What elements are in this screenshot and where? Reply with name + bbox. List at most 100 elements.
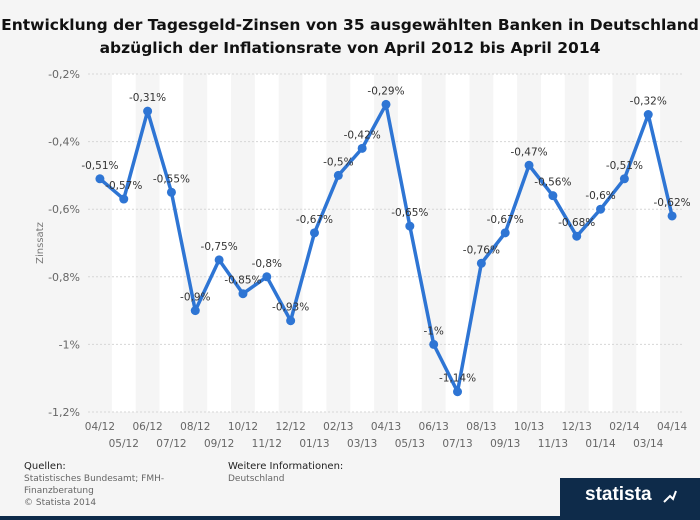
data-label: -0,85% [224, 275, 261, 287]
chart-title-line-1: Entwicklung der Tagesgeld-Zinsen von 35 … [1, 16, 699, 34]
data-label: -0,5% [323, 156, 353, 168]
y-axis-label: Zinssatz [35, 222, 46, 264]
sources-block: Quellen: Statistisches Bundesamt; FMH-Fi… [24, 460, 224, 509]
brand-bar [560, 478, 700, 520]
chart-title-line-2: abzüglich der Inflationsrate von April 2… [99, 39, 601, 57]
line-chart: -0,2% -0,4% -0,6% -0,8% -1% -1,2% Zinssatz 04/1… [35, 68, 691, 450]
statista-logo[interactable]: statista [585, 484, 652, 505]
data-label: -0,8% [252, 258, 282, 270]
data-point [262, 272, 272, 282]
data-point [453, 387, 463, 397]
x-tick-label: 01/13 [299, 438, 329, 450]
y-tick-label: -1,2% [48, 406, 80, 419]
data-point [524, 160, 534, 170]
data-label: -0,32% [630, 96, 667, 108]
background-band [302, 74, 327, 412]
data-label: -0,67% [487, 214, 524, 226]
x-tick-label: 03/13 [347, 438, 377, 450]
chart-title: Entwicklung der Tagesgeld-Zinsen von 35 … [0, 14, 700, 60]
x-tick-label: 09/13 [490, 438, 520, 450]
data-point [119, 194, 129, 204]
data-point [333, 170, 343, 180]
sources-heading: Quellen: [24, 461, 66, 472]
data-point [500, 228, 510, 238]
y-tick-label: -0,2% [48, 68, 80, 81]
x-tick-label: 06/12 [132, 421, 162, 433]
bottom-bar [0, 516, 700, 520]
x-tick-label: 07/13 [442, 438, 472, 450]
data-label: -0,65% [391, 207, 428, 219]
data-point [238, 289, 248, 299]
x-tick-label: 04/13 [371, 421, 401, 433]
data-label: -0,6% [585, 190, 615, 202]
background-band [540, 74, 565, 412]
data-label: -0,93% [272, 302, 309, 314]
data-point [429, 339, 439, 349]
x-tick-label: 03/14 [633, 438, 664, 450]
data-point [476, 258, 486, 268]
statista-logo-icon [663, 490, 677, 503]
background-band [111, 74, 136, 412]
x-tick-label: 10/12 [228, 421, 258, 433]
data-label: -0,68% [558, 217, 595, 229]
data-label: -0,42% [344, 129, 381, 141]
data-label: -0,31% [129, 92, 166, 104]
data-label: -1,14% [439, 373, 476, 385]
data-point [166, 187, 176, 197]
data-label: -0,47% [510, 146, 547, 158]
data-label: -0,56% [534, 177, 571, 189]
background-band [254, 74, 279, 412]
x-tick-label: 01/14 [585, 438, 616, 450]
x-tick-label: 02/14 [609, 421, 640, 433]
background-band [207, 74, 232, 412]
x-tick-label: 12/13 [562, 421, 592, 433]
x-tick-label: 11/12 [252, 438, 282, 450]
data-point [143, 106, 153, 116]
data-point [381, 99, 391, 109]
data-point [95, 174, 105, 184]
data-label: -0,67% [296, 214, 333, 226]
x-tick-label: 08/13 [466, 421, 496, 433]
data-point [619, 174, 629, 184]
y-tick-label: -0,4% [48, 136, 80, 149]
data-point [309, 228, 319, 238]
background-band [350, 74, 375, 412]
data-point [572, 231, 582, 241]
data-point [596, 204, 606, 214]
x-tick-label: 06/13 [419, 421, 449, 433]
data-point [357, 143, 367, 153]
x-tick-label: 11/13 [538, 438, 568, 450]
data-label: -0,9% [180, 292, 210, 304]
y-tick-label: -0,6% [48, 203, 80, 216]
x-tick-label: 08/12 [180, 421, 210, 433]
background-band [636, 74, 661, 412]
data-label: -0,29% [367, 85, 404, 97]
data-point [643, 110, 653, 120]
background-band [588, 74, 613, 412]
x-tick-label: 04/14 [657, 421, 688, 433]
data-point [286, 316, 296, 326]
data-point [214, 255, 224, 265]
x-tick-label: 12/12 [276, 421, 306, 433]
x-tick-label: 05/12 [109, 438, 139, 450]
data-point [548, 191, 558, 201]
info-block: Weitere Informationen: Deutschland [228, 460, 428, 485]
info-heading: Weitere Informationen: [228, 461, 344, 472]
data-label: -0,55% [153, 173, 190, 185]
x-tick-label: 09/12 [204, 438, 234, 450]
y-tick-label: -0,8% [48, 271, 80, 284]
data-label: -0,57% [105, 180, 142, 192]
info-text: Deutschland [228, 474, 285, 484]
data-label: -0,51% [81, 160, 118, 172]
background-band [159, 74, 184, 412]
x-tick-label: 05/13 [395, 438, 425, 450]
data-label: -1% [423, 325, 443, 337]
x-tick-label: 02/13 [323, 421, 353, 433]
background-band [493, 74, 518, 412]
background-band [397, 74, 422, 412]
copyright-text: © Statista 2014 [24, 498, 97, 508]
series-line [98, 102, 674, 394]
x-tick-label: 04/12 [85, 421, 115, 433]
background-band [445, 74, 470, 412]
data-label: -0,51% [606, 160, 643, 172]
